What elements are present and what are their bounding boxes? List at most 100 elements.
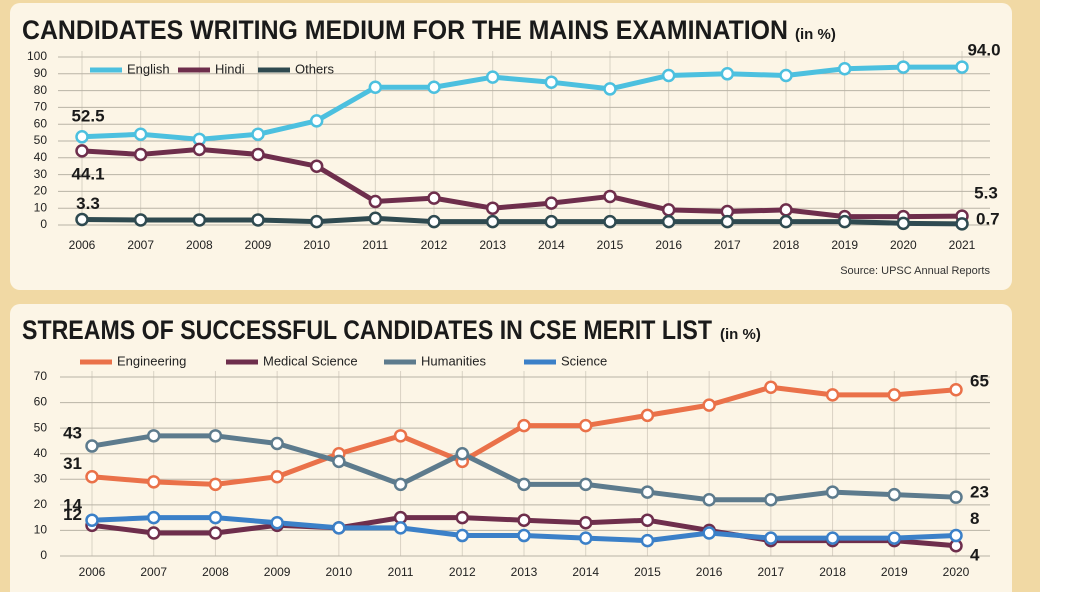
data-point	[825, 485, 840, 499]
x-tick-label: 2010	[326, 565, 353, 579]
data-label: 44.1	[71, 164, 104, 183]
data-point	[208, 510, 223, 525]
data-point	[85, 469, 99, 484]
data-point	[146, 510, 161, 525]
data-point	[949, 528, 963, 543]
y-tick-label: 70	[34, 100, 48, 114]
data-point	[85, 513, 99, 527]
y-tick-label: 40	[34, 446, 48, 460]
data-point	[309, 159, 324, 173]
x-tick-label: 2021	[949, 238, 976, 252]
data-point	[146, 526, 161, 540]
data-point	[661, 203, 676, 217]
data-point	[427, 191, 441, 205]
data-point	[837, 214, 852, 229]
data-point	[455, 446, 470, 461]
data-point	[270, 436, 284, 451]
legend-label: English	[127, 61, 170, 76]
x-tick-label: 2018	[819, 565, 846, 579]
series-line	[81, 215, 963, 227]
data-point	[578, 477, 593, 492]
x-tick-label: 2014	[538, 238, 565, 252]
data-point	[955, 217, 969, 231]
data-point	[75, 130, 89, 144]
data-point	[764, 531, 778, 545]
data-point	[640, 513, 655, 527]
data-point	[75, 144, 89, 158]
y-tick-label: 90	[34, 66, 48, 80]
data-label: 4	[970, 545, 980, 564]
data-point	[485, 70, 500, 84]
data-point	[764, 492, 778, 507]
x-tick-label: 2006	[79, 565, 106, 579]
x-tick-label: 2016	[696, 565, 723, 579]
data-point	[270, 469, 284, 484]
data-label: 12	[63, 505, 82, 524]
chart-title: STREAMS OF SUCCESSFUL CANDIDATES IN CSE …	[22, 315, 712, 345]
x-tick-label: 2011	[388, 565, 414, 579]
data-label: 31	[63, 454, 82, 473]
data-label: 5.3	[974, 184, 998, 203]
data-point	[332, 454, 346, 469]
data-point	[720, 67, 735, 81]
data-point	[192, 142, 207, 157]
data-point	[603, 214, 617, 229]
y-tick-label: 20	[34, 497, 48, 511]
data-label: 52.5	[71, 106, 104, 125]
data-point	[578, 418, 593, 433]
data-point	[146, 429, 161, 443]
data-point	[896, 216, 911, 231]
data-point	[485, 214, 500, 229]
data-point	[702, 398, 716, 412]
data-point	[427, 214, 441, 229]
data-point	[661, 214, 676, 229]
data-point	[887, 388, 902, 402]
data-point	[455, 528, 470, 543]
data-point	[251, 213, 265, 227]
x-tick-label: 2007	[127, 238, 154, 252]
x-tick-label: 2020	[943, 565, 970, 579]
data-point	[368, 211, 383, 226]
panel	[10, 304, 1012, 592]
data-point	[578, 531, 593, 545]
x-tick-label: 2020	[890, 238, 917, 252]
data-point	[393, 477, 408, 492]
data-point	[270, 516, 284, 530]
data-point	[702, 526, 716, 540]
x-tick-label: 2014	[572, 565, 599, 579]
data-point	[517, 513, 531, 527]
x-tick-label: 2012	[449, 565, 476, 579]
data-point	[837, 62, 852, 76]
data-point	[517, 528, 531, 543]
data-point	[517, 477, 531, 492]
legend-label: Engineering	[117, 353, 186, 368]
data-point	[133, 127, 148, 142]
data-point	[75, 212, 89, 227]
data-point	[332, 521, 346, 535]
y-tick-label: 60	[34, 395, 48, 409]
data-point	[192, 213, 207, 227]
chart-subtitle: (in %)	[795, 26, 836, 43]
data-point	[949, 383, 963, 397]
data-point	[393, 521, 408, 535]
data-point	[251, 147, 265, 162]
data-point	[393, 429, 408, 443]
y-tick-label: 10	[34, 523, 48, 537]
data-label: 8	[970, 509, 979, 528]
data-point	[887, 531, 902, 545]
data-point	[309, 114, 324, 128]
x-tick-label: 2013	[479, 238, 506, 252]
data-point	[887, 487, 902, 502]
data-point	[640, 485, 655, 499]
legend-label: Medical Science	[263, 353, 358, 368]
x-tick-label: 2009	[264, 565, 291, 579]
data-point	[720, 214, 735, 229]
y-tick-label: 0	[40, 548, 47, 562]
data-point	[578, 516, 593, 530]
data-point	[825, 531, 840, 545]
data-point	[85, 439, 99, 453]
data-point	[661, 68, 676, 83]
x-tick-label: 2008	[186, 238, 213, 252]
y-tick-label: 60	[34, 116, 48, 130]
data-point	[544, 214, 559, 229]
